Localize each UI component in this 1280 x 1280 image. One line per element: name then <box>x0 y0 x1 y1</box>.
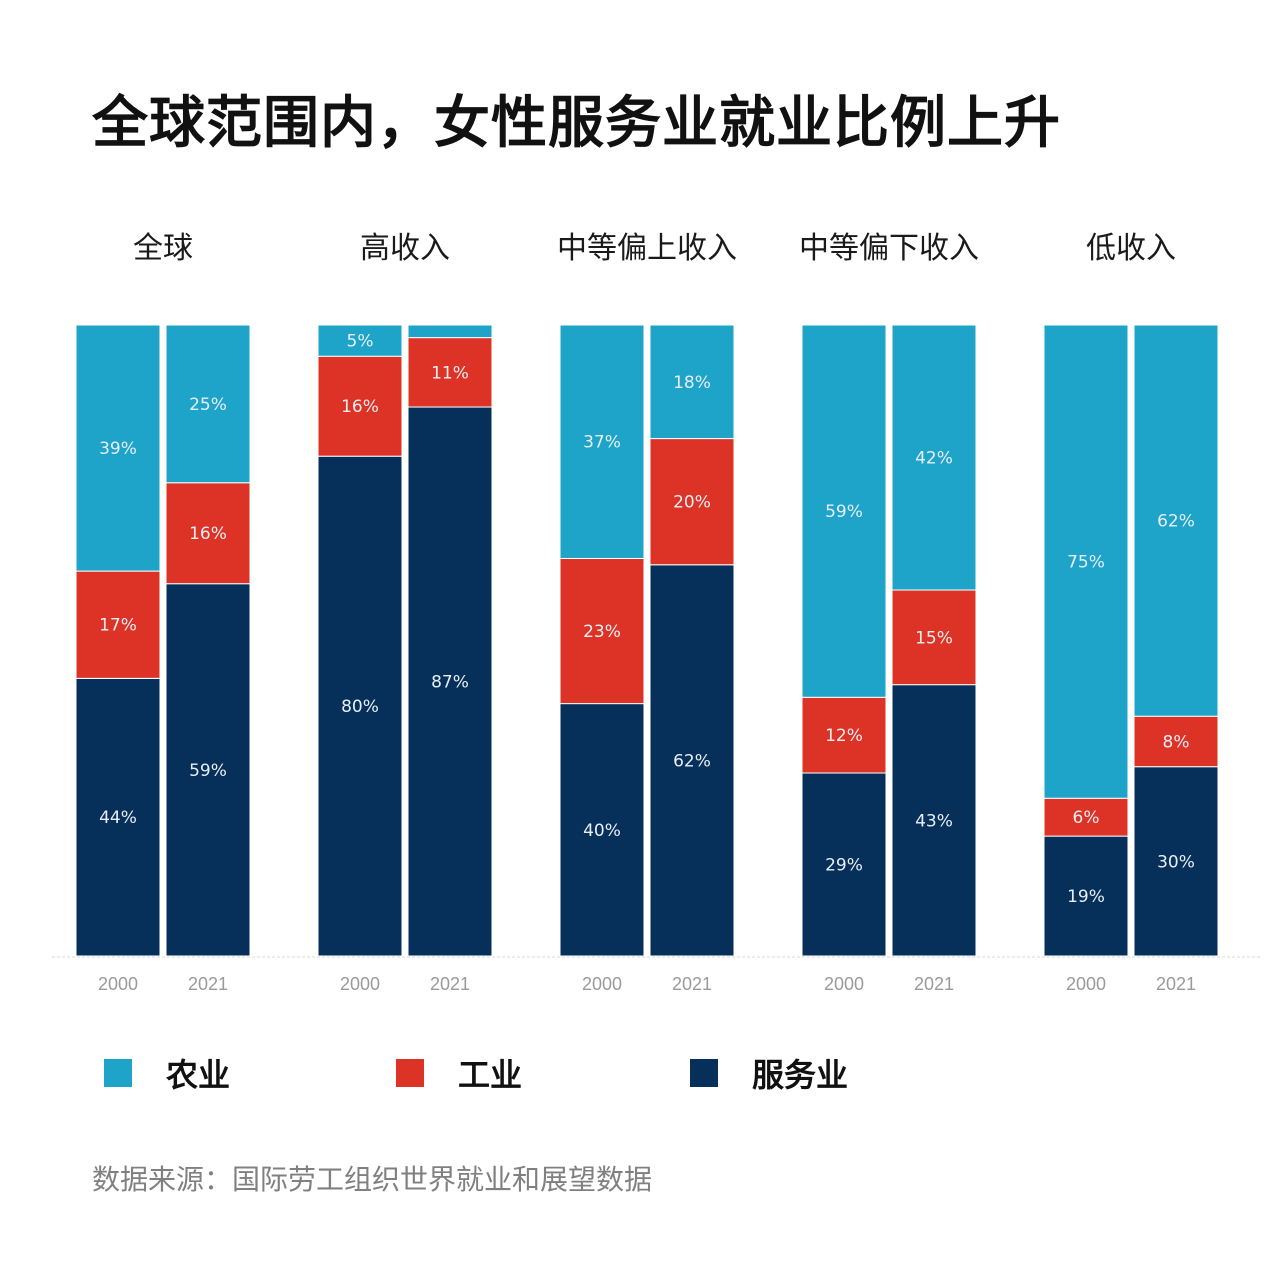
data-label: 12% <box>825 726 863 746</box>
data-label: 59% <box>825 502 863 522</box>
data-label: 17% <box>99 616 137 636</box>
bar-segment-industry <box>165 482 251 585</box>
data-label: 16% <box>189 524 227 544</box>
bar-segment-services <box>1043 835 1129 957</box>
bar-segment-services <box>649 564 735 957</box>
bar-segment-agriculture <box>559 324 645 559</box>
x-tick-label: 2021 <box>188 974 228 994</box>
data-label: 39% <box>99 439 137 459</box>
x-tick-label: 2000 <box>1066 974 1106 994</box>
group-title: 中等偏上收入 <box>557 231 737 266</box>
x-tick-label: 2021 <box>672 974 712 994</box>
bar-segment-services <box>165 583 251 957</box>
bar-segment-industry <box>891 589 977 686</box>
data-label: 43% <box>915 811 953 831</box>
data-label: 59% <box>189 761 227 781</box>
data-label: 62% <box>673 751 711 771</box>
x-tick-label: 2000 <box>824 974 864 994</box>
bar-segment-services <box>75 677 161 957</box>
bar-segment-services <box>407 406 493 957</box>
bar-segment-services <box>317 455 403 957</box>
bar-segment-services <box>559 703 645 957</box>
bar-segment-services <box>891 684 977 957</box>
x-tick-label: 2000 <box>582 974 622 994</box>
legend-swatch-agriculture <box>104 1059 132 1087</box>
data-label: 80% <box>341 697 379 717</box>
data-label: 30% <box>1157 852 1195 872</box>
stacked-bar-chart: 全球 44% 17% 39% 2000 59% 16% 25% 2021 高收入 80% 16% 5% 2… <box>52 231 1262 994</box>
bar-segment-industry <box>801 696 887 774</box>
legend-label-agriculture: 农业 <box>166 1056 231 1094</box>
bar-segment-industry <box>649 438 735 566</box>
bar-segment-agriculture <box>1043 324 1129 799</box>
legend-item-agriculture: 农业 <box>104 1050 230 1096</box>
bar-segment-industry <box>1133 715 1219 768</box>
bar-segment-agriculture <box>1133 324 1219 717</box>
group-title: 低收入 <box>1086 231 1176 266</box>
data-label: 23% <box>583 622 621 642</box>
group-title: 全球 <box>133 231 193 266</box>
group-title: 中等偏下收入 <box>799 231 979 266</box>
legend-label-industry: 工业 <box>458 1056 523 1094</box>
source-note: 数据来源：国际劳工组织世界就业和展望数据 <box>92 1163 653 1196</box>
page-title: 全球范围内，女性服务业就业比例上升 <box>92 91 1061 156</box>
data-label: 25% <box>189 395 227 415</box>
legend-swatch-industry <box>396 1059 424 1087</box>
data-label: 18% <box>673 373 711 393</box>
bar-segment-services <box>1133 766 1219 957</box>
x-tick-label: 2021 <box>430 974 470 994</box>
data-label: 62% <box>1157 512 1195 532</box>
data-label: 19% <box>1067 887 1105 907</box>
legend: 农业 工业 服务业 <box>0 1050 1280 1094</box>
legend-label-services: 服务业 <box>752 1056 849 1094</box>
data-label: 87% <box>431 673 469 693</box>
group-title: 高收入 <box>360 231 450 266</box>
data-label: 5% <box>347 332 374 352</box>
bar-segment-industry <box>559 557 645 705</box>
data-label: 40% <box>583 821 621 841</box>
data-label: 20% <box>673 493 711 513</box>
legend-item-industry: 工业 <box>396 1050 522 1096</box>
bar-segment-industry <box>1043 797 1129 837</box>
chart-plot-area: 全球 44% 17% 39% 2000 59% 16% 25% 2021 高收入 80% 16% 5% 2… <box>52 231 1262 994</box>
bar-segment-industry <box>75 570 161 679</box>
data-label: 29% <box>825 856 863 876</box>
bar-segment-agriculture <box>165 324 251 484</box>
legend-item-services: 服务业 <box>690 1050 848 1096</box>
bar-segment-agriculture <box>891 324 977 591</box>
data-label: 11% <box>431 363 469 383</box>
bar-segment-agriculture <box>407 324 493 339</box>
x-tick-label: 2021 <box>914 974 954 994</box>
data-label: 6% <box>1073 808 1100 828</box>
legend-swatch-services <box>690 1059 718 1087</box>
bar-segment-agriculture <box>649 324 735 440</box>
data-label: 8% <box>1163 732 1190 752</box>
x-tick-label: 2000 <box>98 974 138 994</box>
data-label: 44% <box>99 808 137 828</box>
data-label: 15% <box>915 628 953 648</box>
data-label: 16% <box>341 397 379 417</box>
bar-segment-agriculture <box>75 324 161 572</box>
x-tick-label: 2021 <box>1156 974 1196 994</box>
bar-segment-industry <box>407 337 493 408</box>
data-label: 37% <box>583 433 621 453</box>
x-tick-label: 2000 <box>340 974 380 994</box>
bar-segment-agriculture <box>317 324 403 357</box>
bar-segment-agriculture <box>801 324 887 698</box>
bar-segment-services <box>801 772 887 957</box>
data-label: 75% <box>1067 553 1105 573</box>
data-label: 42% <box>915 449 953 469</box>
